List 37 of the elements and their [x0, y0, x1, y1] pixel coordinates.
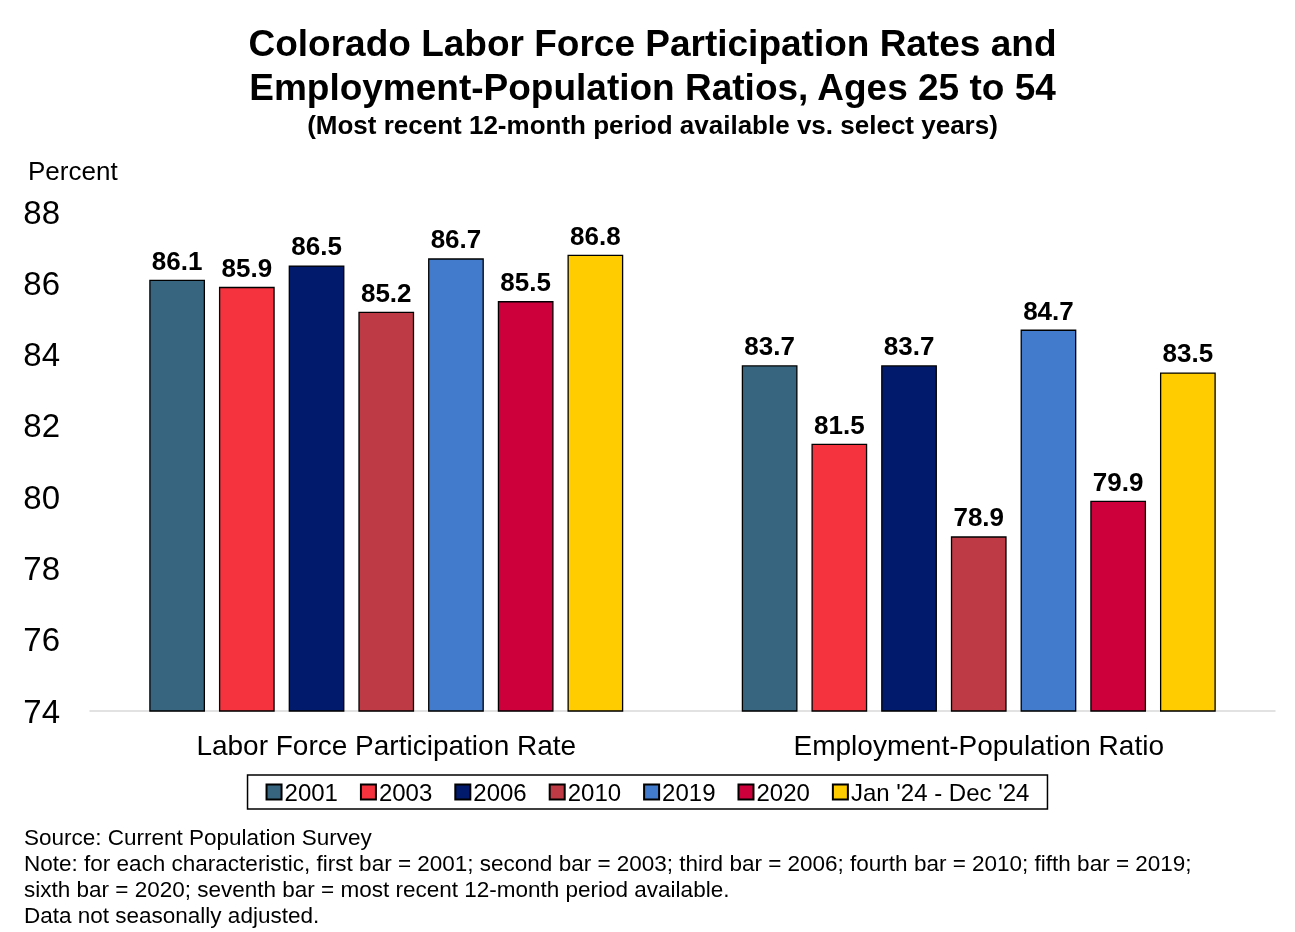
data-label: 84.7: [1023, 295, 1074, 326]
chart-title: Colorado Labor Force Participation Rates and Employment-Population Ratios, Ages 25 to 54: [247, 22, 1058, 110]
legend-label: 2010: [567, 778, 622, 806]
data-label: 86.8: [570, 220, 621, 251]
y-tick-label: 78: [23, 549, 60, 587]
data-label: 85.5: [500, 267, 551, 298]
legend-label: Jan '24 - Dec '24: [850, 778, 1030, 806]
x-tick-label: Labor Force Participation Rate: [196, 729, 577, 761]
y-tick-label: 88: [23, 193, 60, 231]
data-label: 85.9: [221, 252, 273, 283]
legend-label: 2020: [756, 778, 810, 806]
y-axis-title: Percent: [28, 156, 118, 186]
chart-subtitle: (Most recent 12-month period available vs. select years): [306, 110, 999, 140]
x-tick-label: Employment-Population Ratio: [793, 729, 1164, 761]
data-label: 81.5: [814, 409, 865, 440]
y-tick-label: 74: [23, 692, 60, 730]
data-label: 79.9: [1092, 466, 1144, 497]
data-label: 83.5: [1162, 338, 1214, 369]
data-label: 85.2: [360, 277, 412, 308]
data-label: 78.9: [953, 502, 1005, 533]
legend-label: 2019: [662, 778, 716, 806]
y-tick-label: 76: [23, 621, 60, 659]
data-label: 83.7: [883, 331, 935, 362]
data-label: 86.1: [151, 245, 203, 276]
text: Note: for each characteristic, first bar = 2001; second bar = 2003; third bar = 2006; fourth bar = 2010; fifth bar = 2019; sixth bar = 2020; seventh bar = most recent 12-month period available.: [24, 851, 1193, 903]
y-tick-label: 82: [23, 407, 60, 445]
data-label: 86.7: [430, 224, 482, 255]
legend-label: 2001: [284, 778, 338, 806]
y-tick-label: 80: [23, 478, 60, 516]
source-note: Source: Current Population Survey: [24, 825, 373, 851]
legend-label: 2006: [473, 778, 527, 806]
data-label: 83.7: [744, 331, 795, 362]
data-label: 86.5: [291, 231, 342, 262]
y-tick-label: 84: [23, 336, 60, 374]
y-tick-label: 86: [23, 264, 60, 302]
text: Data not seasonally adjusted.: [24, 903, 321, 929]
legend-label: 2003: [378, 778, 433, 806]
